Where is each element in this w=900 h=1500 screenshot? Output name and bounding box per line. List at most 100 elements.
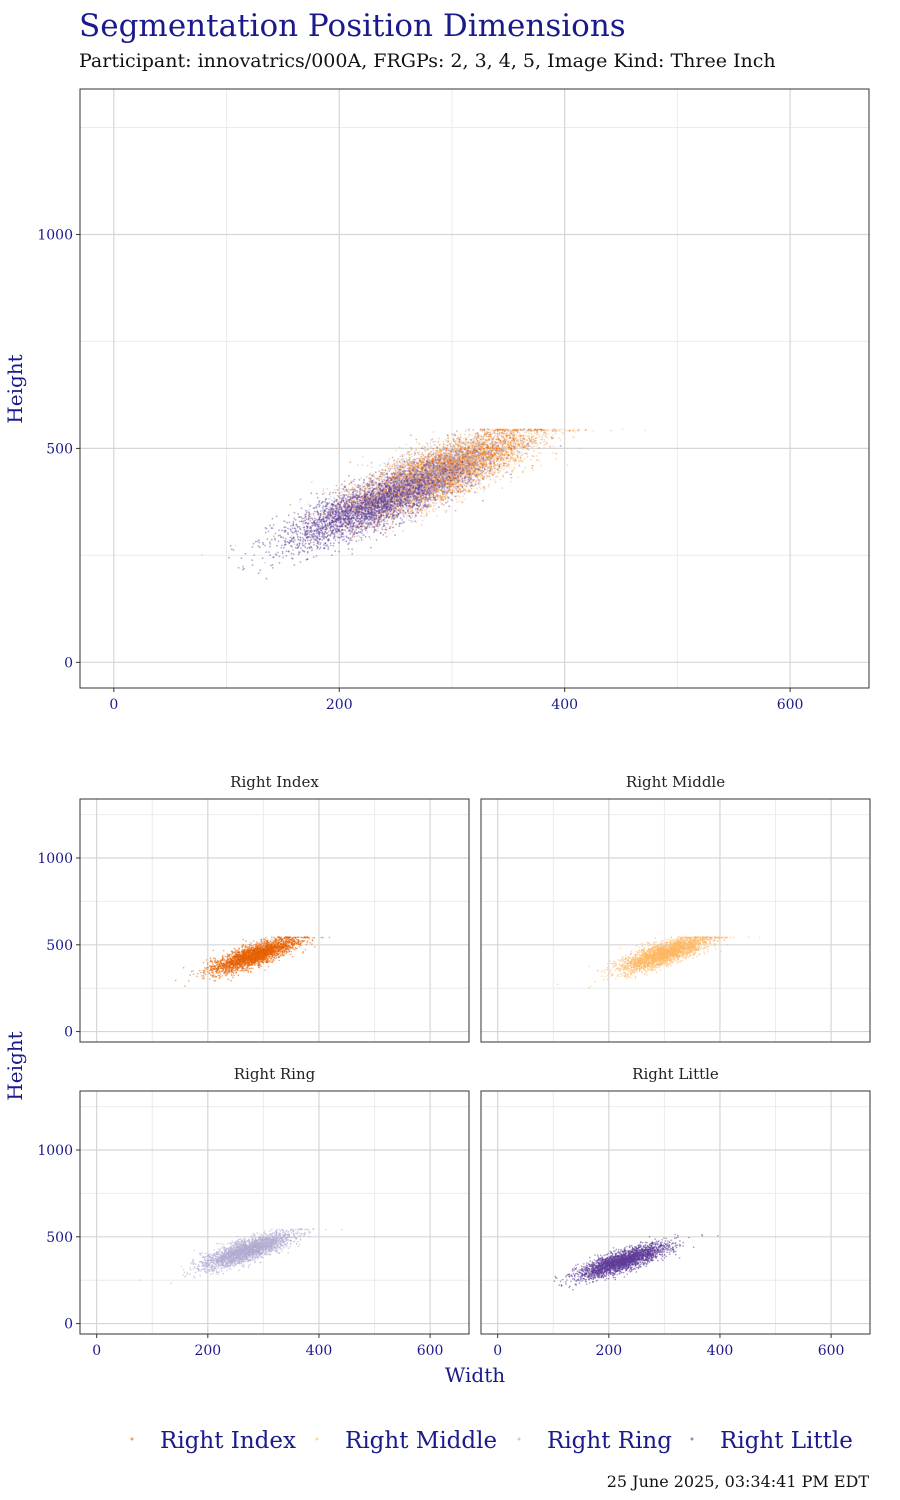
point-right-middle [469, 460, 472, 463]
point-right-middle [442, 457, 444, 460]
point-right-middle [470, 477, 472, 480]
point-right-middle [455, 498, 458, 501]
point-right-middle [476, 467, 479, 470]
point-right-middle [413, 475, 415, 478]
point-right-middle [487, 485, 490, 488]
point-right-middle [460, 465, 462, 467]
point-right-middle [478, 464, 481, 467]
point-right-middle [405, 487, 408, 489]
point-right-middle [454, 479, 457, 481]
point-right-middle [467, 436, 470, 438]
point-right-middle [384, 490, 386, 493]
point-right-middle [450, 466, 453, 469]
point-right-index [496, 463, 499, 465]
point-right-index [437, 441, 440, 443]
point-right-middle [485, 444, 488, 447]
point-right-middle [411, 460, 414, 463]
point-right-middle [498, 446, 500, 448]
point-right-middle [493, 479, 495, 481]
point-right-middle [521, 438, 524, 441]
point-right-index [329, 491, 332, 494]
point-right-middle [435, 515, 438, 518]
point-right-middle [467, 458, 470, 461]
point-right-middle [434, 469, 437, 472]
point-right-middle [479, 451, 482, 454]
point-right-middle [531, 455, 533, 458]
point-right-middle [443, 509, 446, 512]
point-right-middle [434, 471, 436, 474]
point-right-middle [434, 497, 436, 500]
point-right-middle [373, 502, 376, 505]
point-right-middle [563, 428, 565, 431]
point-right-middle [417, 477, 420, 479]
point-right-middle [411, 488, 414, 491]
point-right-middle [395, 505, 398, 507]
point-right-middle [476, 487, 478, 490]
point-right-middle [427, 472, 429, 475]
point-right-middle [437, 485, 439, 488]
point-right-middle [432, 481, 434, 484]
point-right-middle [403, 492, 406, 495]
point-right-index [395, 461, 398, 463]
point-right-middle [472, 480, 475, 483]
point-right-middle [452, 472, 455, 475]
point-right-middle [466, 466, 469, 469]
point-right-middle [405, 443, 408, 446]
point-right-middle [471, 443, 473, 446]
point-right-middle [544, 443, 547, 446]
point-right-middle [417, 483, 420, 486]
point-right-middle [473, 468, 476, 471]
point-right-middle [585, 428, 588, 431]
point-right-middle [523, 446, 526, 449]
point-right-middle [459, 481, 462, 483]
point-right-index [507, 444, 509, 446]
point-right-index [551, 437, 554, 439]
point-right-index [446, 500, 449, 503]
point-right-middle [429, 442, 432, 445]
point-right-middle [531, 446, 534, 449]
point-right-index [415, 438, 418, 441]
point-right-index [437, 451, 439, 454]
point-right-middle [437, 460, 440, 463]
point-right-middle [489, 475, 492, 478]
point-right-middle [464, 440, 467, 443]
point-right-middle [453, 450, 456, 453]
point-right-middle [452, 478, 454, 480]
point-right-middle [490, 443, 492, 446]
point-right-middle [449, 471, 452, 474]
point-right-middle [426, 474, 428, 477]
point-right-middle [416, 475, 418, 478]
point-right-index [398, 460, 401, 463]
point-right-middle [449, 460, 452, 463]
point-right-middle [422, 468, 425, 471]
point-right-index [503, 430, 506, 433]
point-right-middle [416, 441, 418, 444]
point-right-index [483, 459, 485, 461]
point-right-index [489, 472, 491, 475]
point-right-middle [444, 438, 447, 441]
point-right-middle [409, 475, 412, 477]
point-right-middle [434, 478, 437, 481]
point-right-middle [491, 454, 494, 457]
point-right-middle [505, 465, 508, 468]
point-right-middle [535, 445, 538, 447]
point-right-index [444, 496, 446, 498]
point-right-middle [478, 459, 480, 462]
point-right-index [409, 447, 412, 449]
point-right-middle [426, 470, 429, 473]
point-right-index [505, 451, 508, 453]
point-right-middle [389, 489, 391, 492]
point-right-middle [436, 450, 439, 452]
point-right-middle [418, 477, 420, 480]
point-right-index [438, 454, 441, 457]
point-right-middle [383, 488, 386, 491]
point-right-middle [536, 433, 538, 436]
point-right-middle [483, 490, 485, 493]
point-right-middle [502, 462, 505, 465]
point-right-middle [403, 493, 405, 496]
point-right-middle [435, 484, 438, 487]
point-right-middle [390, 516, 392, 518]
point-right-middle [416, 512, 419, 515]
point-right-index [510, 476, 513, 479]
point-right-middle [337, 518, 340, 520]
